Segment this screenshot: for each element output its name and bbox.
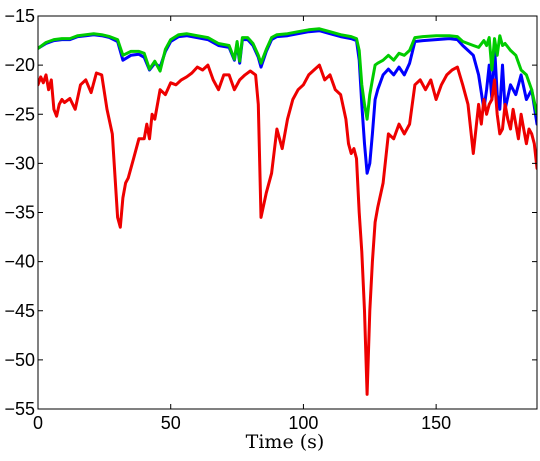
x-tick-label: 150 (421, 413, 451, 433)
x-axis-title: Time (s) (246, 431, 325, 453)
x-tick-label: 50 (161, 413, 181, 433)
series-line-3 (38, 63, 537, 396)
axis-tick-labels: 0 50 100 150 −55 −50 −45 −40 −35 −30 −25 −20 −15 (4, 6, 451, 433)
x-tick-label: 100 (288, 413, 318, 433)
y-tick-label: −20 (4, 55, 35, 75)
y-tick-label: −15 (4, 6, 35, 26)
series-line-2 (38, 27, 537, 121)
x-tick-label: 0 (33, 413, 43, 433)
y-tick-label: −35 (4, 203, 35, 223)
y-tick-label: −25 (4, 104, 35, 124)
axis-ticks (37, 15, 537, 410)
plot-lines (38, 27, 537, 396)
y-tick-label: −30 (4, 153, 35, 173)
y-tick-label: −45 (4, 301, 35, 321)
y-tick-label: −55 (4, 399, 35, 419)
y-tick-label: −40 (4, 252, 35, 272)
y-tick-label: −50 (4, 350, 35, 370)
